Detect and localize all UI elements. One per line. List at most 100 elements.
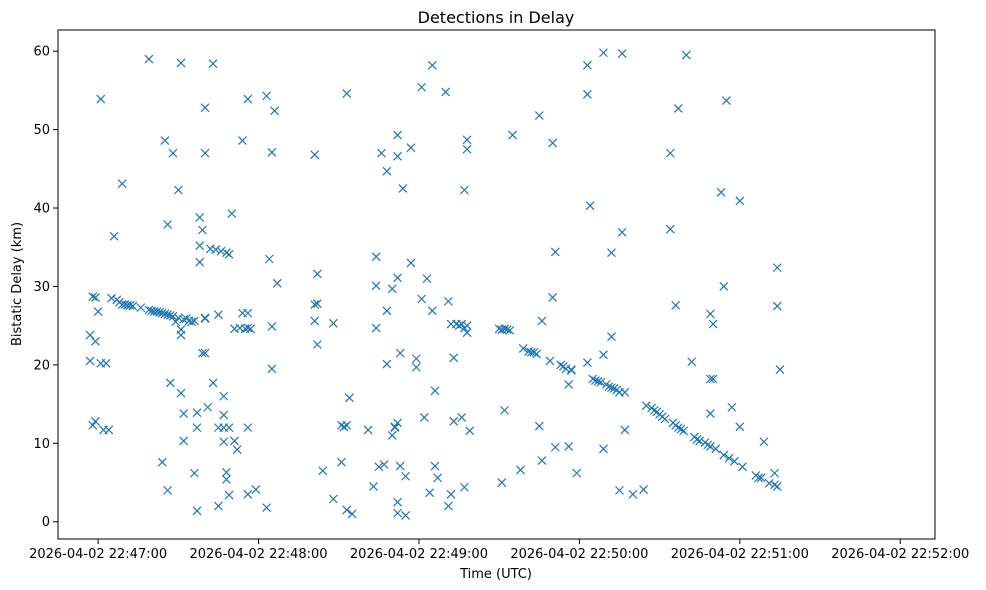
- data-point: [267, 147, 277, 157]
- data-point: [189, 468, 199, 478]
- data-point: [599, 48, 608, 58]
- data-point: [775, 365, 785, 375]
- data-point: [203, 402, 213, 412]
- y-axis-label: Bistatic Delay (km): [10, 222, 25, 346]
- data-point: [465, 426, 475, 436]
- data-point: [173, 185, 183, 195]
- data-point: [591, 376, 600, 385]
- data-point: [529, 347, 539, 357]
- data-point: [160, 309, 170, 319]
- data-point: [588, 374, 598, 384]
- data-point: [189, 316, 199, 326]
- x-tick-label: 2026-04-02 22:47:00: [29, 547, 167, 562]
- data-point: [197, 348, 207, 358]
- data-point: [695, 436, 705, 446]
- data-point: [211, 245, 221, 255]
- data-point: [457, 319, 467, 329]
- data-point: [163, 310, 173, 320]
- data-point: [216, 246, 226, 256]
- data-point: [649, 405, 659, 415]
- data-point: [425, 488, 435, 498]
- data-point: [446, 489, 456, 499]
- data-point: [676, 424, 686, 434]
- data-point: [176, 388, 186, 398]
- y-axis: 0 10 20 30 40 50 60: [33, 45, 58, 530]
- data-point: [564, 442, 574, 451]
- plot-area: [57, 29, 936, 540]
- data-point: [224, 490, 234, 500]
- data-point: [395, 461, 405, 471]
- data-point: [443, 296, 453, 306]
- data-point: [262, 503, 271, 513]
- data-point: [401, 471, 411, 481]
- data-point: [516, 465, 525, 475]
- data-point: [724, 453, 734, 463]
- data-point: [144, 305, 154, 315]
- data-point: [379, 460, 389, 469]
- data-point: [617, 227, 627, 237]
- data-point: [91, 293, 100, 302]
- x-axis: 2026-04-02 22:47:00 2026-04-02 22:48:00 20…: [29, 539, 969, 562]
- data-point: [772, 263, 782, 273]
- data-point: [764, 478, 774, 488]
- data-point: [125, 300, 135, 310]
- data-point: [96, 94, 106, 104]
- data-point: [548, 293, 558, 302]
- data-point: [272, 278, 282, 288]
- data-point: [607, 383, 616, 393]
- data-point: [556, 360, 566, 370]
- data-point: [708, 374, 718, 384]
- data-point: [585, 201, 595, 211]
- data-point: [422, 274, 432, 284]
- data-point: [665, 148, 675, 158]
- data-point: [214, 310, 223, 320]
- data-point: [230, 436, 239, 446]
- data-point: [243, 423, 253, 433]
- data-point: [705, 442, 715, 451]
- data-point: [572, 468, 582, 478]
- data-point: [735, 196, 745, 206]
- data-point: [673, 423, 683, 433]
- data-point: [179, 409, 189, 418]
- y-tick-label: 50: [33, 123, 50, 138]
- data-point: [430, 386, 440, 396]
- data-point: [136, 303, 146, 313]
- data-point: [593, 376, 603, 386]
- data-point: [91, 416, 100, 426]
- data-point: [441, 87, 451, 97]
- data-point: [719, 282, 729, 291]
- data-point: [508, 130, 517, 140]
- x-tick-label: 2026-04-02 22:51:00: [671, 547, 809, 562]
- data-point: [754, 473, 763, 483]
- data-point: [582, 89, 592, 99]
- data-point: [459, 185, 469, 195]
- data-point: [639, 485, 648, 495]
- data-point: [109, 231, 119, 241]
- data-point: [703, 440, 713, 450]
- data-point: [144, 54, 154, 64]
- data-point: [107, 293, 116, 303]
- data-point: [88, 420, 98, 430]
- data-point: [730, 456, 739, 466]
- data-point: [526, 347, 536, 357]
- data-point: [770, 480, 779, 490]
- data-point: [756, 473, 766, 483]
- data-point: [433, 473, 443, 483]
- data-point: [705, 309, 715, 319]
- data-point: [582, 60, 592, 70]
- data-point: [328, 494, 338, 504]
- data-point: [641, 401, 651, 411]
- data-point: [165, 311, 175, 320]
- data-point: [195, 241, 205, 251]
- data-point: [393, 418, 402, 428]
- data-point: [219, 410, 229, 420]
- data-point: [406, 258, 416, 268]
- data-point: [665, 224, 675, 234]
- data-point: [735, 422, 745, 432]
- data-point: [393, 508, 402, 518]
- data-point: [267, 322, 277, 331]
- data-point: [607, 332, 616, 342]
- data-point: [171, 317, 181, 327]
- data-point: [599, 350, 608, 360]
- data-point: [88, 292, 98, 302]
